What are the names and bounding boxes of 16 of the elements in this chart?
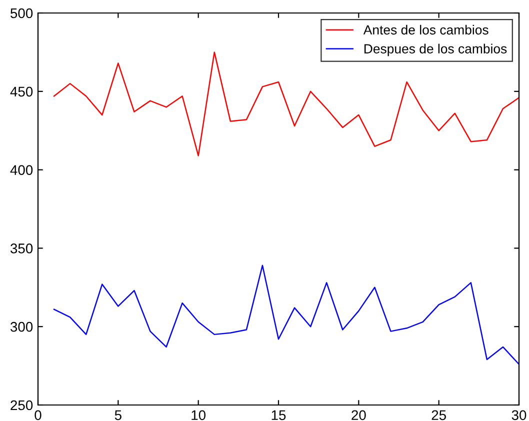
y-tick-label: 250	[10, 400, 33, 410]
x-tick-label: 20	[352, 410, 366, 420]
x-tick-label: 30	[512, 410, 526, 420]
y-tick-label: 400	[10, 165, 33, 175]
y-tick-label: 450	[10, 86, 33, 97]
x-tick-label: 10	[192, 410, 206, 420]
legend-label: Despues de los cambios	[364, 44, 507, 56]
x-tick-label: 5	[114, 410, 122, 420]
x-tick-label: 15	[272, 410, 286, 420]
line-series	[53, 264, 519, 365]
x-tick-label: 25	[432, 410, 446, 420]
y-tick-label: 500	[10, 8, 33, 18]
legend-label: Antes de los cambios	[363, 24, 488, 35]
y-tick-label: 350	[10, 244, 33, 254]
x-tick-label: 0	[34, 410, 42, 420]
y-tick-label: 300	[10, 322, 33, 332]
